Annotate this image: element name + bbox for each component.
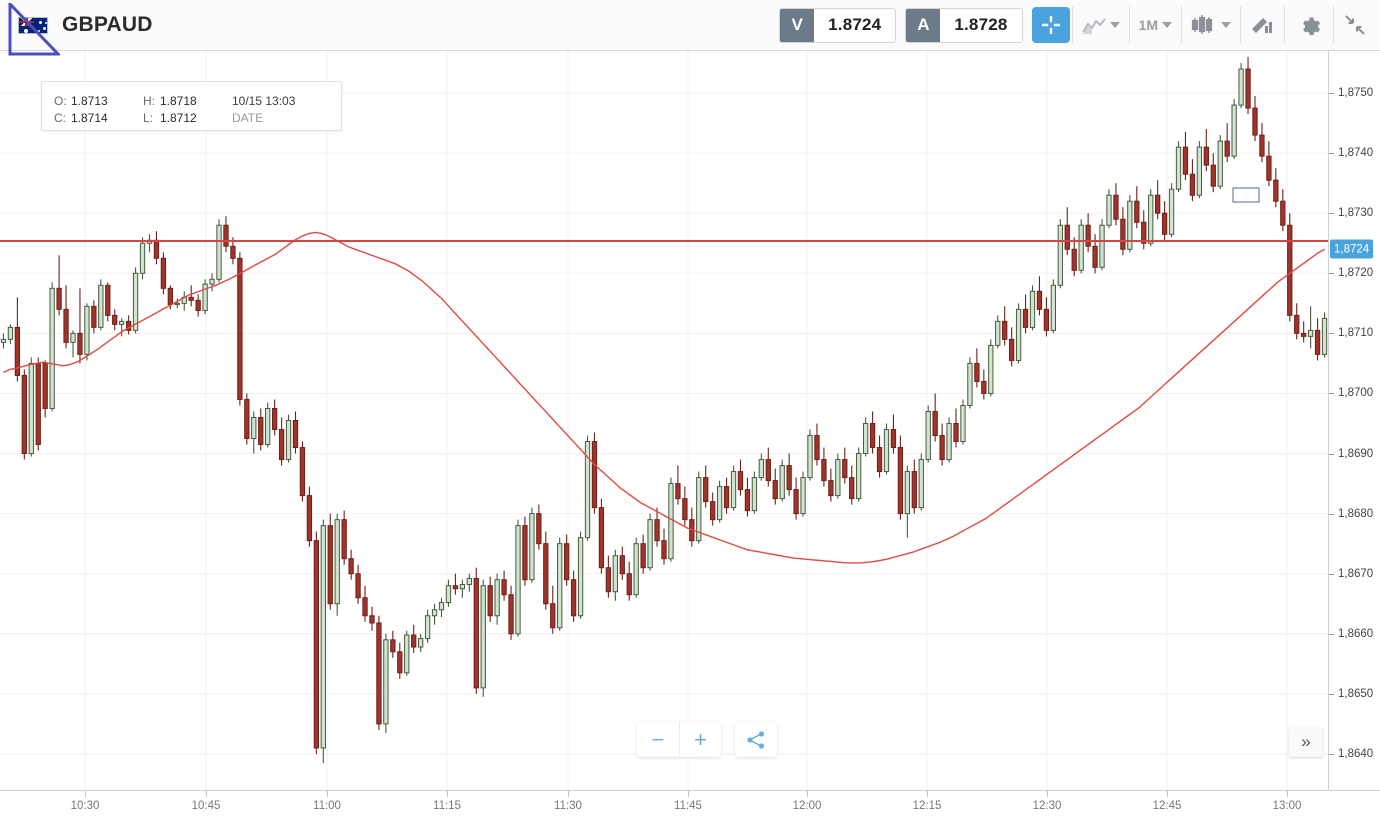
toolbar-actions: V 1.8724 A 1.8728 [779, 0, 1380, 51]
timeframe-label: 1M [1138, 17, 1158, 33]
time-axis-label: 12:15 [912, 800, 942, 812]
chevron-down-icon [1162, 22, 1172, 28]
ask-quote[interactable]: A 1.8728 [905, 7, 1023, 43]
price-axis-tick [1329, 513, 1334, 515]
area-chart-icon [1081, 17, 1106, 34]
price-axis-label: 1,8670 [1338, 567, 1374, 580]
candlestick-chart [0, 51, 1328, 790]
chart-plot-area[interactable] [0, 51, 1328, 790]
time-axis-label: 11:30 [554, 800, 582, 812]
scroll-forward-button[interactable]: » [1289, 727, 1323, 757]
price-axis-label: 1,8750 [1338, 87, 1374, 100]
low-label: L: [143, 110, 154, 125]
time-axis-label: 12:45 [1152, 800, 1182, 812]
price-axis-label: 1,8660 [1338, 627, 1374, 640]
collapse-arrows-icon [1345, 15, 1365, 35]
current-price-line [0, 240, 1328, 243]
price-axis-tick [1329, 453, 1334, 455]
low-value: 1.8712 [160, 110, 197, 125]
current-price-marker: 1,8724 [1330, 239, 1374, 259]
bid-badge: V [780, 8, 815, 42]
time-axis-tick [927, 791, 928, 797]
time-axis-label: 10:45 [191, 800, 221, 812]
ask-badge: A [906, 8, 941, 42]
time-axis-tick [327, 791, 328, 797]
share-icon [747, 730, 765, 749]
price-axis-label: 1,8700 [1338, 387, 1374, 400]
high-label: H: [143, 93, 155, 108]
zoom-out-button[interactable]: − [637, 722, 679, 757]
fullscreen-toggle-button[interactable] [1336, 7, 1374, 43]
price-axis-tick [1329, 153, 1334, 155]
time-axis-label: 11:00 [313, 800, 341, 812]
page-title: GBPAUD [62, 13, 153, 36]
zoom-in-button[interactable]: + [679, 722, 721, 757]
price-axis-tick [1329, 753, 1334, 755]
price-axis-label: 1,8720 [1338, 267, 1374, 280]
time-axis-tick [807, 791, 808, 797]
chart-type-button[interactable] [1075, 7, 1127, 43]
price-axis-tick [1329, 93, 1334, 95]
gear-icon [1303, 17, 1321, 36]
bid-value: 1.8724 [828, 15, 882, 34]
price-axis-tick [1329, 693, 1334, 695]
candlestick-icon [1191, 15, 1213, 34]
time-axis-label: 10:30 [70, 800, 100, 812]
settings-button[interactable] [1287, 7, 1331, 43]
price-axis-tick [1329, 393, 1334, 395]
time-axis-label: 11:45 [674, 800, 702, 812]
open-label: O: [54, 93, 67, 108]
chevron-down-icon [1221, 22, 1231, 28]
time-axis-label: 13:00 [1272, 800, 1302, 812]
price-axis-label: 1,8640 [1338, 747, 1374, 760]
time-axis-tick [688, 791, 689, 797]
time-axis-label: 12:30 [1032, 800, 1062, 812]
price-axis-label: 1,8740 [1338, 147, 1374, 160]
price-axis-label: 1,8650 [1338, 687, 1374, 700]
chevron-down-icon [1109, 22, 1120, 28]
price-axis-tick [1329, 333, 1334, 335]
crosshair-button[interactable] [1031, 7, 1070, 43]
price-axis-tick [1329, 213, 1334, 215]
price-axis[interactable]: 1,8640 1,8650 1,8660 1,8670 1,8680 1,8690 1,87… [1328, 51, 1380, 790]
time-axis-tick [447, 791, 448, 797]
time-axis-label: 11:15 [433, 800, 461, 812]
tooltip-date-label: DATE [232, 110, 264, 125]
candle-style-button[interactable] [1184, 7, 1238, 43]
close-label: C: [54, 110, 66, 125]
share-button[interactable] [735, 722, 777, 757]
ask-value: 1.8728 [954, 15, 1008, 34]
time-axis-label: 12:00 [792, 800, 822, 812]
symbol-block: GBPAUD [0, 13, 153, 37]
drawing-tool-icon [1252, 18, 1272, 33]
timeframe-button[interactable]: 1M [1132, 7, 1179, 43]
price-axis-tick [1329, 573, 1334, 575]
open-value: 1.8713 [71, 93, 108, 108]
zoom-controls: − + [637, 722, 721, 757]
time-axis-tick [1167, 791, 1168, 797]
time-axis-tick [1287, 791, 1288, 797]
gbp-aud-flag-icon [18, 16, 48, 34]
price-axis-tick [1329, 273, 1334, 275]
price-axis-label: 1,8680 [1338, 507, 1374, 520]
time-axis[interactable]: 10:30 10:45 11:00 11:15 11:30 11:45 12:00 12:15… [0, 790, 1380, 823]
toolbar-header: GBPAUD V 1.8724 A 1.8728 [0, 0, 1380, 51]
high-value: 1.8718 [160, 93, 197, 108]
close-value: 1.8714 [71, 110, 108, 125]
drawing-tools-button[interactable] [1243, 7, 1282, 43]
bid-quote[interactable]: V 1.8724 [779, 7, 897, 43]
ohlc-tooltip: O: 1.8713 H: 1.8718 10/15 13:03 C: 1.871… [41, 81, 342, 131]
tooltip-datetime: 10/15 13:03 [232, 93, 296, 108]
share-controls [735, 722, 777, 757]
time-axis-tick [1047, 791, 1048, 797]
price-axis-label: 1,8690 [1338, 447, 1374, 460]
price-axis-label: 1,8710 [1338, 327, 1374, 340]
time-axis-tick [568, 791, 569, 797]
time-axis-tick [206, 791, 207, 797]
crosshair-icon [1041, 16, 1060, 34]
price-axis-tick [1329, 633, 1334, 635]
price-axis-label: 1,8730 [1338, 207, 1374, 220]
time-axis-tick [85, 791, 86, 797]
